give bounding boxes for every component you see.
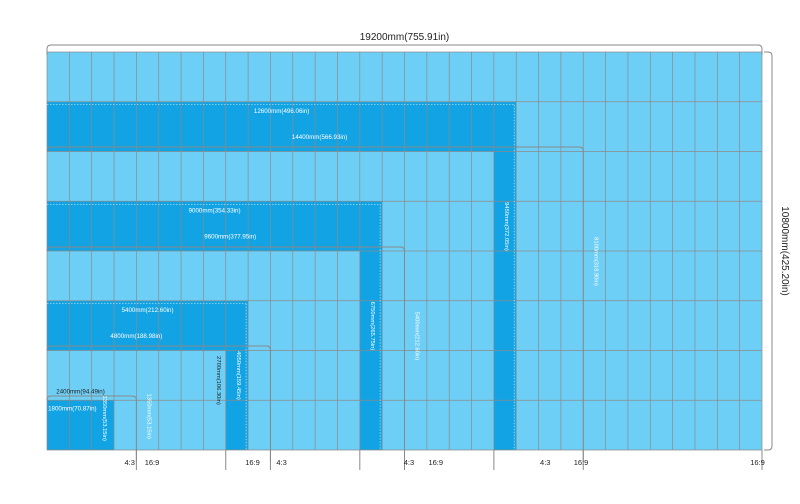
dimension-label-w12600: 12600mm(496.06in) — [254, 108, 309, 115]
region-bracket — [46, 395, 137, 462]
total-width-bracket — [46, 44, 763, 55]
dimension-label-w1800: 1800mm(70.87in) — [48, 405, 97, 412]
dimension-label-w5400: 5400mm(212.60in) — [122, 307, 174, 314]
region-bracket — [46, 146, 584, 462]
dimension-label-w14400: 14400mm(566.93in) — [292, 134, 347, 141]
dimension-label-h1350a: 1350mm(53.15in) — [101, 396, 107, 442]
region-bracket — [46, 345, 271, 462]
dimension-label-h8100: 8100mm(318.90in) — [592, 237, 598, 286]
ratio-label: 4:3 — [124, 458, 134, 467]
total-width-label: 19200mm(755.91in) — [360, 32, 450, 43]
dimension-label-w9600: 9600mm(377.95in) — [204, 233, 256, 240]
ratio-label: 16:9 — [145, 458, 160, 467]
highlight-strip — [47, 101, 517, 152]
region-bracket — [46, 246, 405, 462]
ratio-label: 4:3 — [276, 458, 286, 467]
dimension-label-h6750: 6750mm(265.75in) — [369, 302, 375, 351]
total-height-bracket — [764, 51, 773, 451]
dimension-label-w4800: 4800mm(188.98in) — [110, 333, 162, 340]
dimension-label-h5400: 5400mm(212.60in) — [414, 312, 420, 361]
dimension-label-w2400: 2400mm(94.49in) — [56, 388, 105, 395]
ratio-label: 16:9 — [245, 458, 260, 467]
highlight-strip — [47, 201, 383, 251]
dimension-label-h4050: 4050mm(159.45in) — [235, 351, 241, 400]
dimension-label-h9450: 9450mm(372.05in) — [503, 202, 509, 251]
total-height-label: 10800mm(425.20in) — [779, 206, 790, 296]
dashed-guides — [47, 104, 515, 450]
ratio-label: 4:3 — [404, 458, 414, 467]
dimension-label-h2700: 2700mm(106.30in) — [215, 356, 221, 405]
ratio-label: 4:3 — [540, 458, 550, 467]
highlight-strip — [47, 300, 249, 351]
dimension-label-h1350b: 1350mm(53.15in) — [146, 394, 152, 440]
ratio-label: 16:9 — [428, 458, 443, 467]
dimension-label-w9000: 9000mm(354.33in) — [189, 207, 241, 214]
ratio-label: 16:9 — [750, 458, 765, 467]
ratio-label: 16:9 — [574, 458, 589, 467]
highlight-strip — [47, 400, 115, 450]
